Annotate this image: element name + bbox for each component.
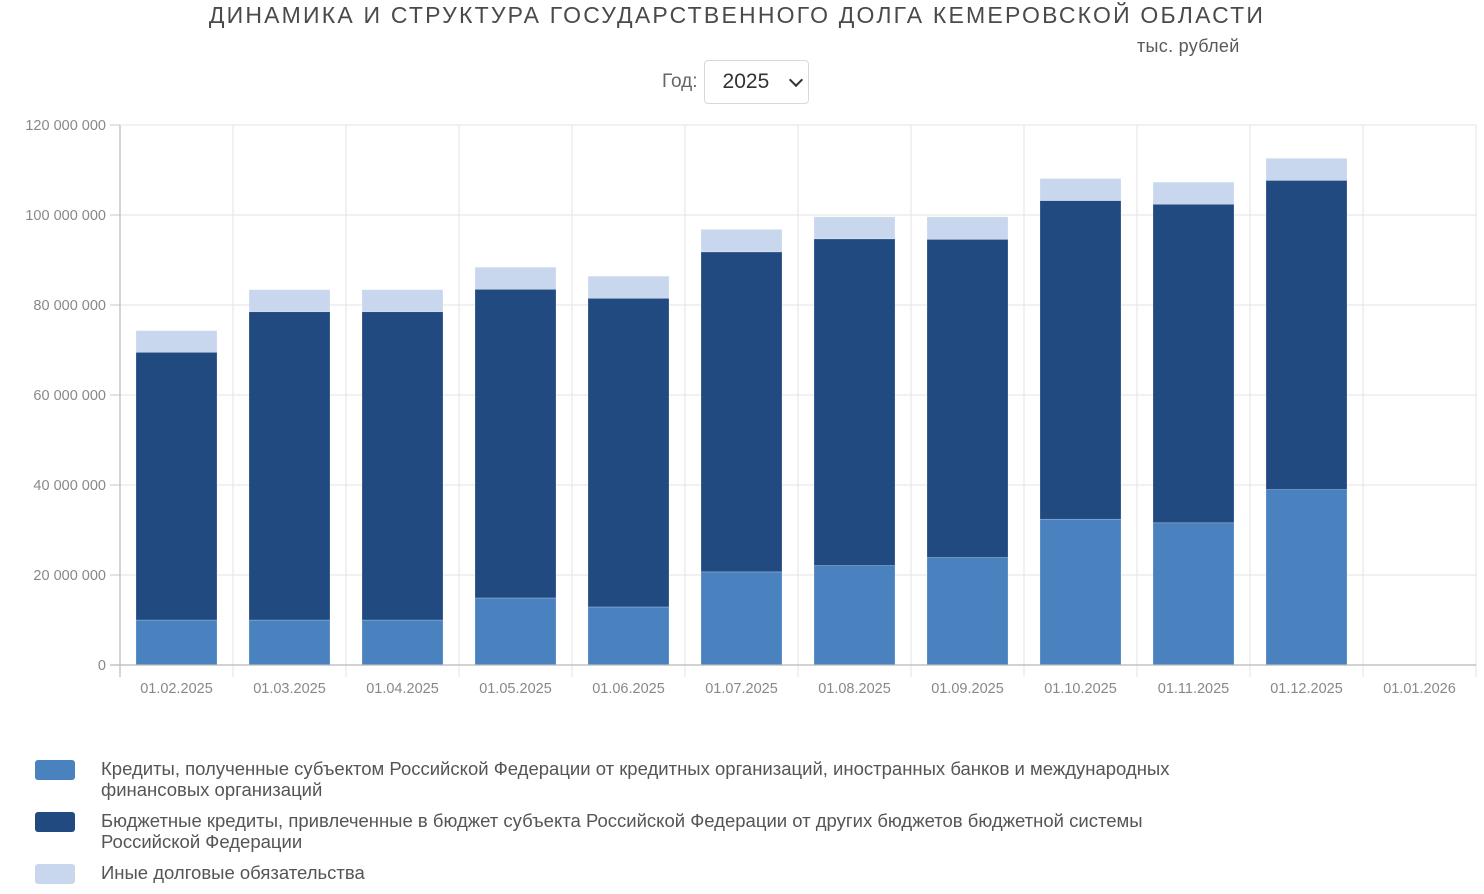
x-tick-label: 01.06.2025 [592, 681, 665, 697]
legend-swatch-commercial-credits [35, 760, 75, 780]
bar-segment-commercial-credits [361, 619, 444, 666]
bar-segment-budget-credits [474, 288, 557, 599]
legend-swatch-budget-credits [35, 812, 75, 832]
year-label: Год: [662, 71, 698, 92]
chart-title: ДИНАМИКА И СТРУКТУРА ГОСУДАРСТВЕННОГО ДО… [208, 2, 1266, 28]
legend-swatch-other-obligations [35, 864, 75, 884]
bar-segment-budget-credits [1152, 203, 1235, 524]
x-tick-label: 01.08.2025 [818, 681, 891, 697]
bar-segment-budget-credits [135, 351, 218, 621]
bar-segment-budget-credits [926, 239, 1009, 558]
bar-segment-budget-credits [1039, 200, 1122, 520]
bar-segment-commercial-credits [926, 557, 1009, 666]
bar-segment-commercial-credits [135, 619, 218, 666]
chevron-down-icon [788, 72, 803, 87]
x-tick-label: 01.01.2026 [1383, 681, 1456, 697]
bar-segment-other-obligations [1265, 157, 1348, 181]
bar-segment-budget-credits [813, 238, 896, 566]
x-tick-label: 01.09.2025 [931, 681, 1004, 697]
bar-segment-commercial-credits [248, 619, 331, 666]
bar-segment-other-obligations [474, 266, 557, 290]
chart-legend: Кредиты, полученные субъектом Российской… [35, 758, 1235, 894]
legend-item[interactable]: Кредиты, полученные субъектом Российской… [35, 758, 1235, 800]
x-tick-label: 01.11.2025 [1158, 681, 1230, 697]
year-select[interactable]: 2025 [703, 60, 809, 104]
y-tick-label: 40 000 000 [33, 478, 106, 494]
x-tick-label: 01.02.2025 [140, 681, 213, 697]
x-tick-label: 01.12.2025 [1270, 681, 1343, 697]
legend-item[interactable]: Бюджетные кредиты, привлеченные в бюджет… [35, 810, 1235, 852]
x-tick-label: 01.03.2025 [253, 681, 326, 697]
bar-segment-other-obligations [1039, 178, 1122, 201]
year-filter: Год: 2025 [662, 60, 809, 104]
bar-segment-budget-credits [700, 251, 783, 573]
bar-segment-budget-credits [248, 311, 331, 621]
y-tick-label: 80 000 000 [33, 298, 106, 314]
bar-segment-budget-credits [361, 311, 444, 621]
x-tick-label: 01.10.2025 [1044, 681, 1117, 697]
bar-segment-commercial-credits [1152, 522, 1235, 666]
y-tick-label: 60 000 000 [33, 388, 106, 404]
y-tick-label: 0 [98, 658, 106, 674]
legend-label: Бюджетные кредиты, привлеченные в бюджет… [101, 810, 1143, 852]
bar-segment-commercial-credits [700, 571, 783, 666]
y-tick-label: 20 000 000 [33, 568, 106, 584]
legend-item[interactable]: Иные долговые обязательства [35, 862, 1235, 884]
bar-segment-other-obligations [1152, 181, 1235, 205]
bar-segment-budget-credits [1265, 180, 1348, 490]
bar-segment-budget-credits [587, 297, 670, 608]
bar-segment-other-obligations [700, 229, 783, 253]
bar-segment-commercial-credits [1265, 489, 1348, 666]
units-label: тыс. рублей [1137, 36, 1240, 56]
y-tick-label: 100 000 000 [25, 208, 106, 224]
bar-segment-other-obligations [587, 275, 670, 299]
bar-segment-other-obligations [135, 330, 218, 353]
stacked-bar-chart: 0 20 000 000 40 000 000 60 000 000 80 000 00… [25, 118, 1477, 697]
bar-segment-commercial-credits [587, 606, 670, 666]
legend-label: Иные долговые обязательства [101, 862, 365, 883]
y-tick-label: 120 000 000 [25, 118, 106, 134]
bar-segment-commercial-credits [474, 597, 557, 666]
bar-segment-commercial-credits [813, 565, 896, 666]
legend-label: Кредиты, полученные субъектом Российской… [101, 758, 1170, 800]
x-tick-label: 01.05.2025 [479, 681, 552, 697]
year-select-value: 2025 [722, 70, 770, 93]
bar-segment-other-obligations [813, 216, 896, 240]
bar-segment-other-obligations [926, 216, 1009, 240]
bar-segment-commercial-credits [1039, 518, 1122, 666]
bar-segment-other-obligations [248, 289, 331, 313]
bar-segment-other-obligations [361, 289, 444, 313]
x-tick-label: 01.07.2025 [705, 681, 778, 697]
x-tick-label: 01.04.2025 [366, 681, 439, 697]
